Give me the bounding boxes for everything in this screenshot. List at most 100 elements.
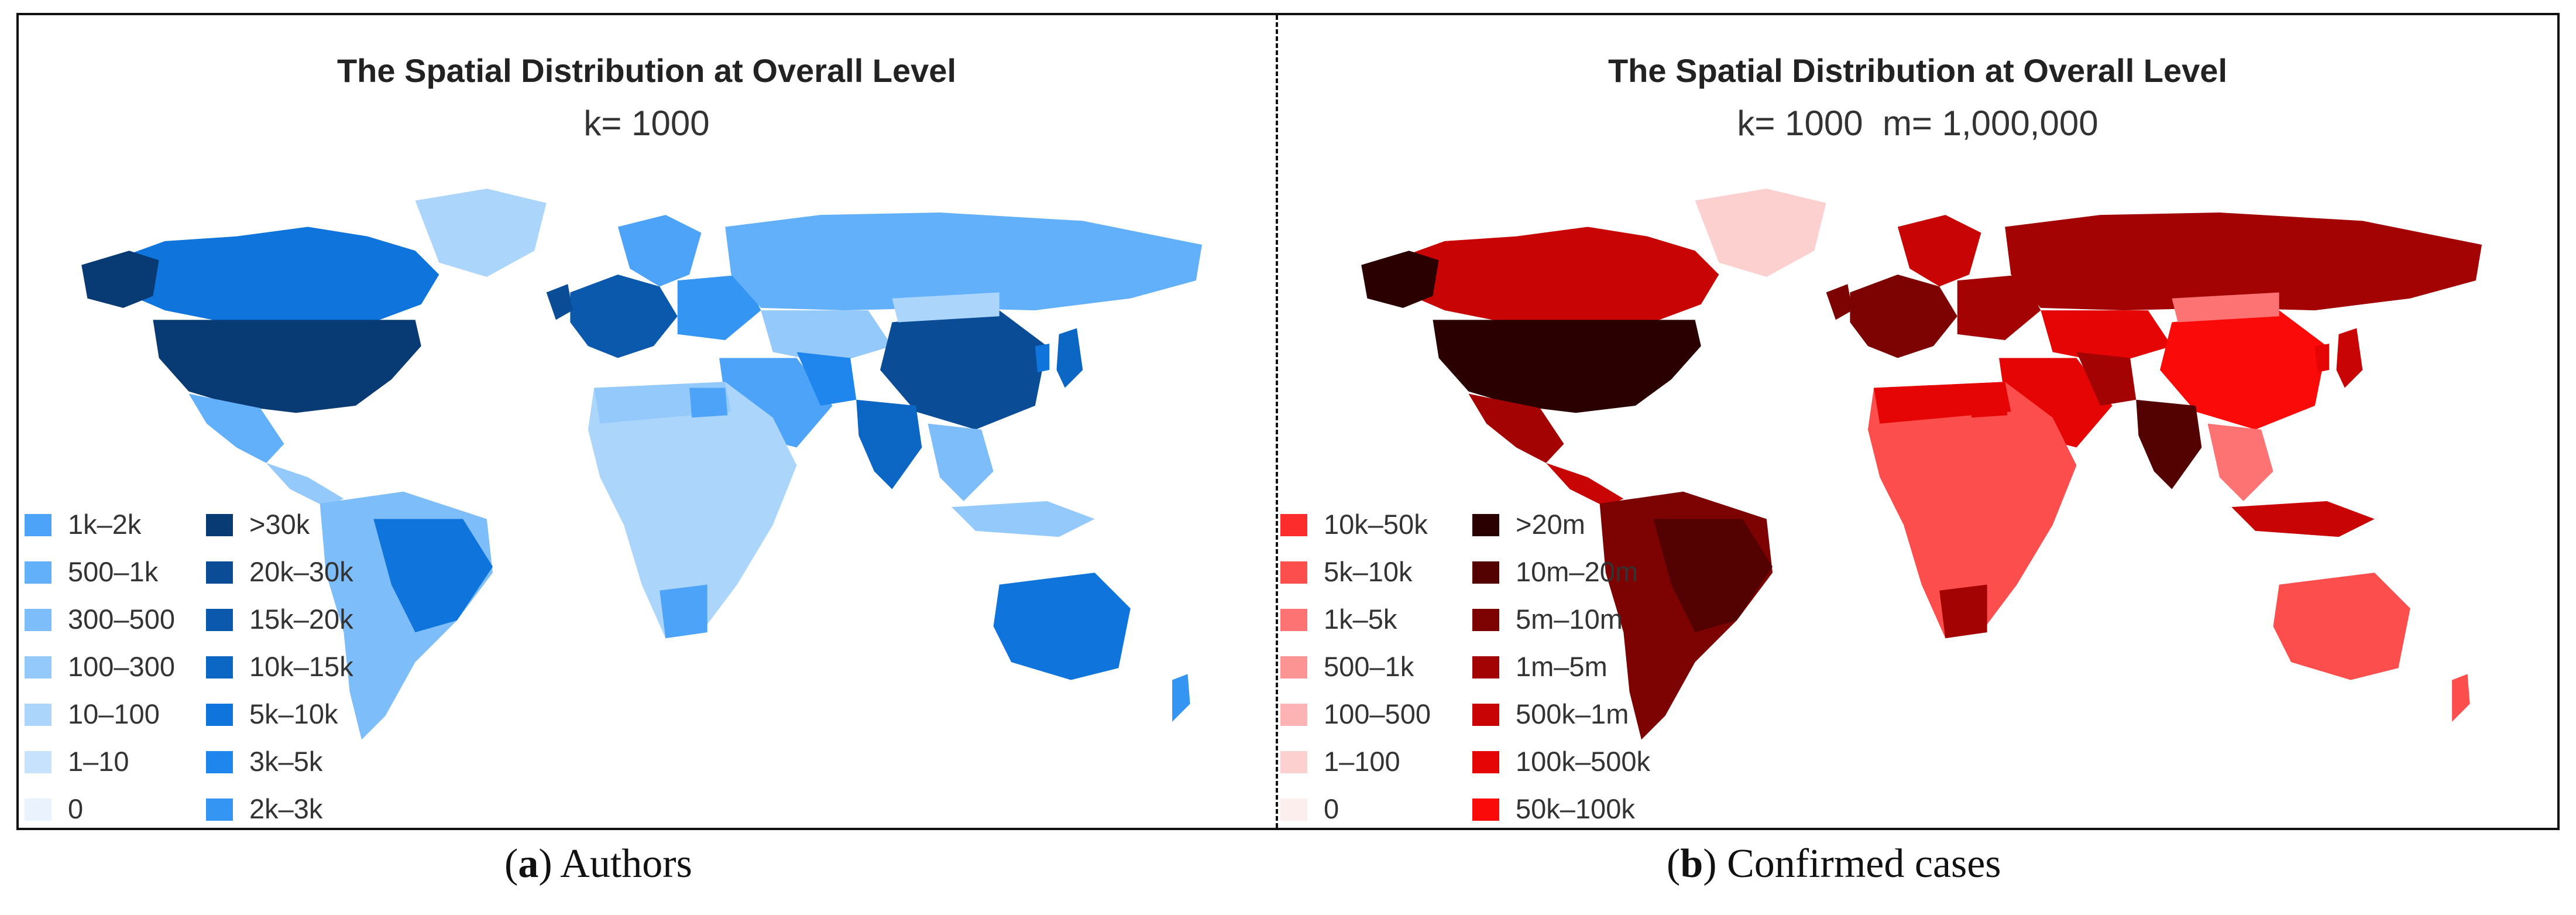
legend-swatch [25, 703, 51, 726]
legend-item: 10k–15k [206, 649, 353, 684]
legend-swatch [1280, 703, 1307, 726]
legend-swatch [25, 798, 51, 821]
legend-label: 500k–1m [1516, 698, 1629, 729]
legend-item: 1–100 [1280, 744, 1400, 779]
legend-swatch [1280, 513, 1307, 536]
region-mexico [1468, 393, 1564, 463]
legend-swatch [206, 750, 233, 773]
legend-label: 0 [68, 793, 84, 824]
legend-swatch [25, 656, 51, 678]
legend-item: 500–1k [25, 554, 158, 590]
legend-label: 1–10 [68, 746, 129, 777]
region-india [856, 399, 922, 489]
legend-swatch [206, 798, 233, 821]
region-russia [725, 213, 1203, 311]
caption-b: (b) Confirmed cases [1667, 841, 2001, 886]
caption-a: (a) Authors [504, 841, 692, 886]
legend-swatch [1472, 798, 1499, 821]
legend-label: >30k [249, 509, 310, 540]
region-usa [153, 320, 421, 413]
legend-swatch [1280, 798, 1307, 821]
legend-item: 500k–1m [1472, 697, 1629, 732]
legend-label: 1k–5k [1324, 604, 1397, 635]
region-egypt [689, 388, 728, 418]
region-australia [2273, 573, 2410, 680]
legend-item: 50k–100k [1472, 791, 1635, 827]
legend-swatch [1280, 608, 1307, 631]
region-egypt [1969, 388, 2008, 418]
legend-label: 500–1k [1324, 651, 1414, 682]
legend-item: >20m [1472, 507, 1585, 542]
region-central-america [266, 462, 344, 508]
legend-item: 1–10 [25, 744, 129, 779]
legend-label: 0 [1324, 793, 1339, 824]
region-south-africa [660, 584, 707, 639]
region-europe-east [677, 274, 761, 340]
legend-swatch [206, 513, 233, 536]
panel-confirmed-cases: The Spatial Distribution at Overall Leve… [1278, 15, 2557, 828]
legend-item: 5k–10k [206, 697, 338, 732]
legend-label: 15k–20k [249, 604, 353, 635]
region-japan [2336, 328, 2363, 388]
region-new-zealand [1172, 674, 1190, 722]
map-title: The Spatial Distribution at Overall Leve… [336, 52, 957, 89]
legend-item: 500–1k [1280, 649, 1414, 684]
legend-item: 300–500 [25, 602, 175, 637]
region-iran [2076, 352, 2137, 406]
map-subtitle: k= 1000 m= 1,000,000 [1737, 104, 2098, 143]
legend-item: 15k–20k [206, 602, 353, 637]
legend-item: 1m–5m [1472, 649, 1608, 684]
region-scandinavia [1897, 215, 1981, 287]
region-canada [1385, 227, 1719, 325]
region-se-asia [928, 423, 994, 501]
legend-label: 1–100 [1324, 746, 1400, 777]
legend-swatch [25, 608, 51, 631]
legend-item: 100k–500k [1472, 744, 1650, 779]
legend-item: 0 [1280, 791, 1339, 827]
legend-item: 20k–30k [206, 554, 353, 590]
figure-frame [16, 13, 2560, 830]
legend-item: 5k–10k [1280, 554, 1413, 590]
world-map-authors [81, 189, 1203, 740]
legend-label: 5m–10m [1516, 604, 1623, 635]
region-iran [796, 352, 857, 406]
legend-swatch [1280, 750, 1307, 773]
legend-item: 1k–5k [1280, 602, 1397, 637]
region-russia [2005, 213, 2482, 311]
region-indonesia [2231, 501, 2375, 537]
legend-label: 5k–10k [249, 698, 338, 729]
legend-item: 5m–10m [1472, 602, 1623, 637]
legend-swatch [206, 561, 233, 584]
legend-item: 10k–50k [1280, 507, 1428, 542]
legend-label: 10k–15k [249, 651, 353, 682]
panel-divider [1276, 15, 1278, 828]
legend-label: 50k–100k [1516, 793, 1635, 824]
region-brazil [373, 519, 493, 633]
legend-swatch [206, 656, 233, 678]
region-china [880, 310, 1047, 430]
legend-swatch [1280, 561, 1307, 584]
legend-item: 10m–20m [1472, 554, 1638, 590]
legend-label: 100–500 [1324, 698, 1431, 729]
region-se-asia [2207, 423, 2273, 501]
legend-label: 100–300 [68, 651, 175, 682]
region-central-asia [2041, 310, 2172, 364]
region-africa [1867, 382, 2077, 639]
legend-label: >20m [1516, 509, 1585, 540]
legend-label: 3k–5k [249, 746, 323, 777]
legend-swatch [1472, 608, 1499, 631]
region-scandinavia [617, 215, 702, 287]
region-china [2160, 310, 2327, 430]
region-greenland [415, 189, 547, 277]
region-mexico [188, 393, 284, 463]
region-mongolia [892, 292, 1000, 323]
legend-item: 1k–2k [25, 507, 141, 542]
legend-swatch [25, 561, 51, 584]
world-map-confirmed-cases [1361, 189, 2482, 740]
map-subtitle: k= 1000 [583, 104, 710, 143]
region-brazil [1653, 519, 1773, 633]
legend-swatch [25, 513, 51, 536]
legend-swatch [1472, 750, 1499, 773]
region-europe-west [1850, 274, 1957, 358]
map-title: The Spatial Distribution at Overall Leve… [1608, 52, 2228, 89]
